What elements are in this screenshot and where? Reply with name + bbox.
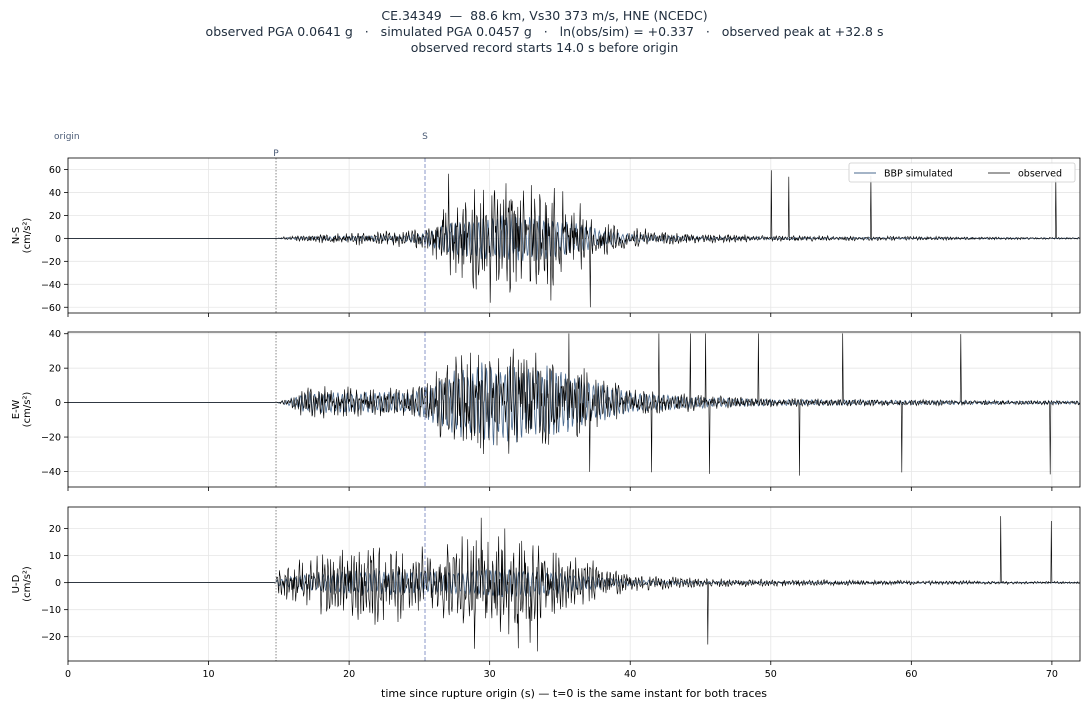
y-tick-label: −20 <box>41 632 61 643</box>
y-axis-label-units: (cm/s²) <box>22 392 33 428</box>
y-tick-label: 40 <box>49 188 61 199</box>
panel-n-s: −60 −40 −20 0 20 40 60 N-S(cm/s²) BBP simulated o… <box>11 157 1081 317</box>
x-tick-label: 50 <box>765 669 777 680</box>
x-tick-label: 20 <box>343 669 355 680</box>
x-tick-label: 0 <box>65 669 71 680</box>
y-tick-label: 0 <box>55 234 61 245</box>
y-tick-label: −10 <box>41 605 61 616</box>
legend-frame <box>848 162 1076 183</box>
x-tick-label: 40 <box>624 669 636 680</box>
legend-label-simulated: BBP simulated <box>884 169 953 180</box>
y-tick-label: −60 <box>41 303 61 314</box>
y-tick-label: 60 <box>49 165 61 176</box>
x-axis-label: time since rupture origin (s) — t=0 is t… <box>381 687 767 700</box>
panel-u-d: −20 −10 0 10 20 0 10 20 30 40 50 60 70 U-D(cm/s²) <box>11 506 1081 680</box>
title-line-pga: observed PGA 0.0641 g · simulated PGA 0.… <box>205 24 884 39</box>
y-tick-label: 10 <box>49 551 61 562</box>
y-axis-label-component: N-S <box>11 227 22 244</box>
y-axis-label-units: (cm/s²) <box>22 566 33 602</box>
panel-frame <box>67 506 1081 662</box>
s-wave-marker-label: S <box>422 132 428 142</box>
y-tick-label: 20 <box>49 524 61 535</box>
title-line-record-start: observed record starts 14.0 s before ori… <box>410 40 679 55</box>
y-tick-label: −40 <box>41 467 61 478</box>
panel-frame <box>67 157 1081 314</box>
traces <box>68 170 1080 308</box>
observed-trace-e-w <box>68 333 1080 476</box>
y-tick-label: 40 <box>49 329 61 340</box>
y-axis-label-component: U-D <box>11 574 22 593</box>
x-tick-label: 10 <box>203 669 215 680</box>
origin-marker-label: origin <box>54 132 80 142</box>
x-tick-label: 30 <box>484 669 496 680</box>
y-tick-label: 20 <box>49 211 61 222</box>
y-tick-label: −40 <box>41 280 61 291</box>
y-axis-label-units: (cm/s²) <box>22 218 33 254</box>
traces <box>68 516 1080 652</box>
y-axis-label: U-D(cm/s²) <box>11 566 33 602</box>
y-axis-label: N-S(cm/s²) <box>11 218 33 254</box>
y-tick-label: 0 <box>55 578 61 589</box>
x-tick-label: 60 <box>905 669 917 680</box>
legend: BBP simulated observed <box>848 162 1076 183</box>
y-tick-label: 0 <box>55 398 61 409</box>
title-line-station: CE.34349 — 88.6 km, Vs30 373 m/s, HNE (N… <box>381 8 708 23</box>
traces <box>68 333 1080 476</box>
observed-trace-u-d <box>68 516 1080 652</box>
y-axis-label-component: E-W <box>11 400 22 420</box>
panel-e-w: −40 −20 0 20 40 E-W(cm/s²) <box>11 329 1081 491</box>
p-wave-marker-label: P <box>273 149 279 159</box>
y-tick-label: 20 <box>49 364 61 375</box>
y-tick-label: −20 <box>41 433 61 444</box>
panel-frame <box>67 331 1081 488</box>
legend-label-observed: observed <box>1018 169 1062 180</box>
y-axis-label: E-W(cm/s²) <box>11 392 33 428</box>
y-tick-label: −20 <box>41 257 61 268</box>
figure-title: CE.34349 — 88.6 km, Vs30 373 m/s, HNE (N… <box>0 8 1089 56</box>
x-tick-label: 70 <box>1046 669 1058 680</box>
observed-trace-n-s <box>68 170 1080 308</box>
